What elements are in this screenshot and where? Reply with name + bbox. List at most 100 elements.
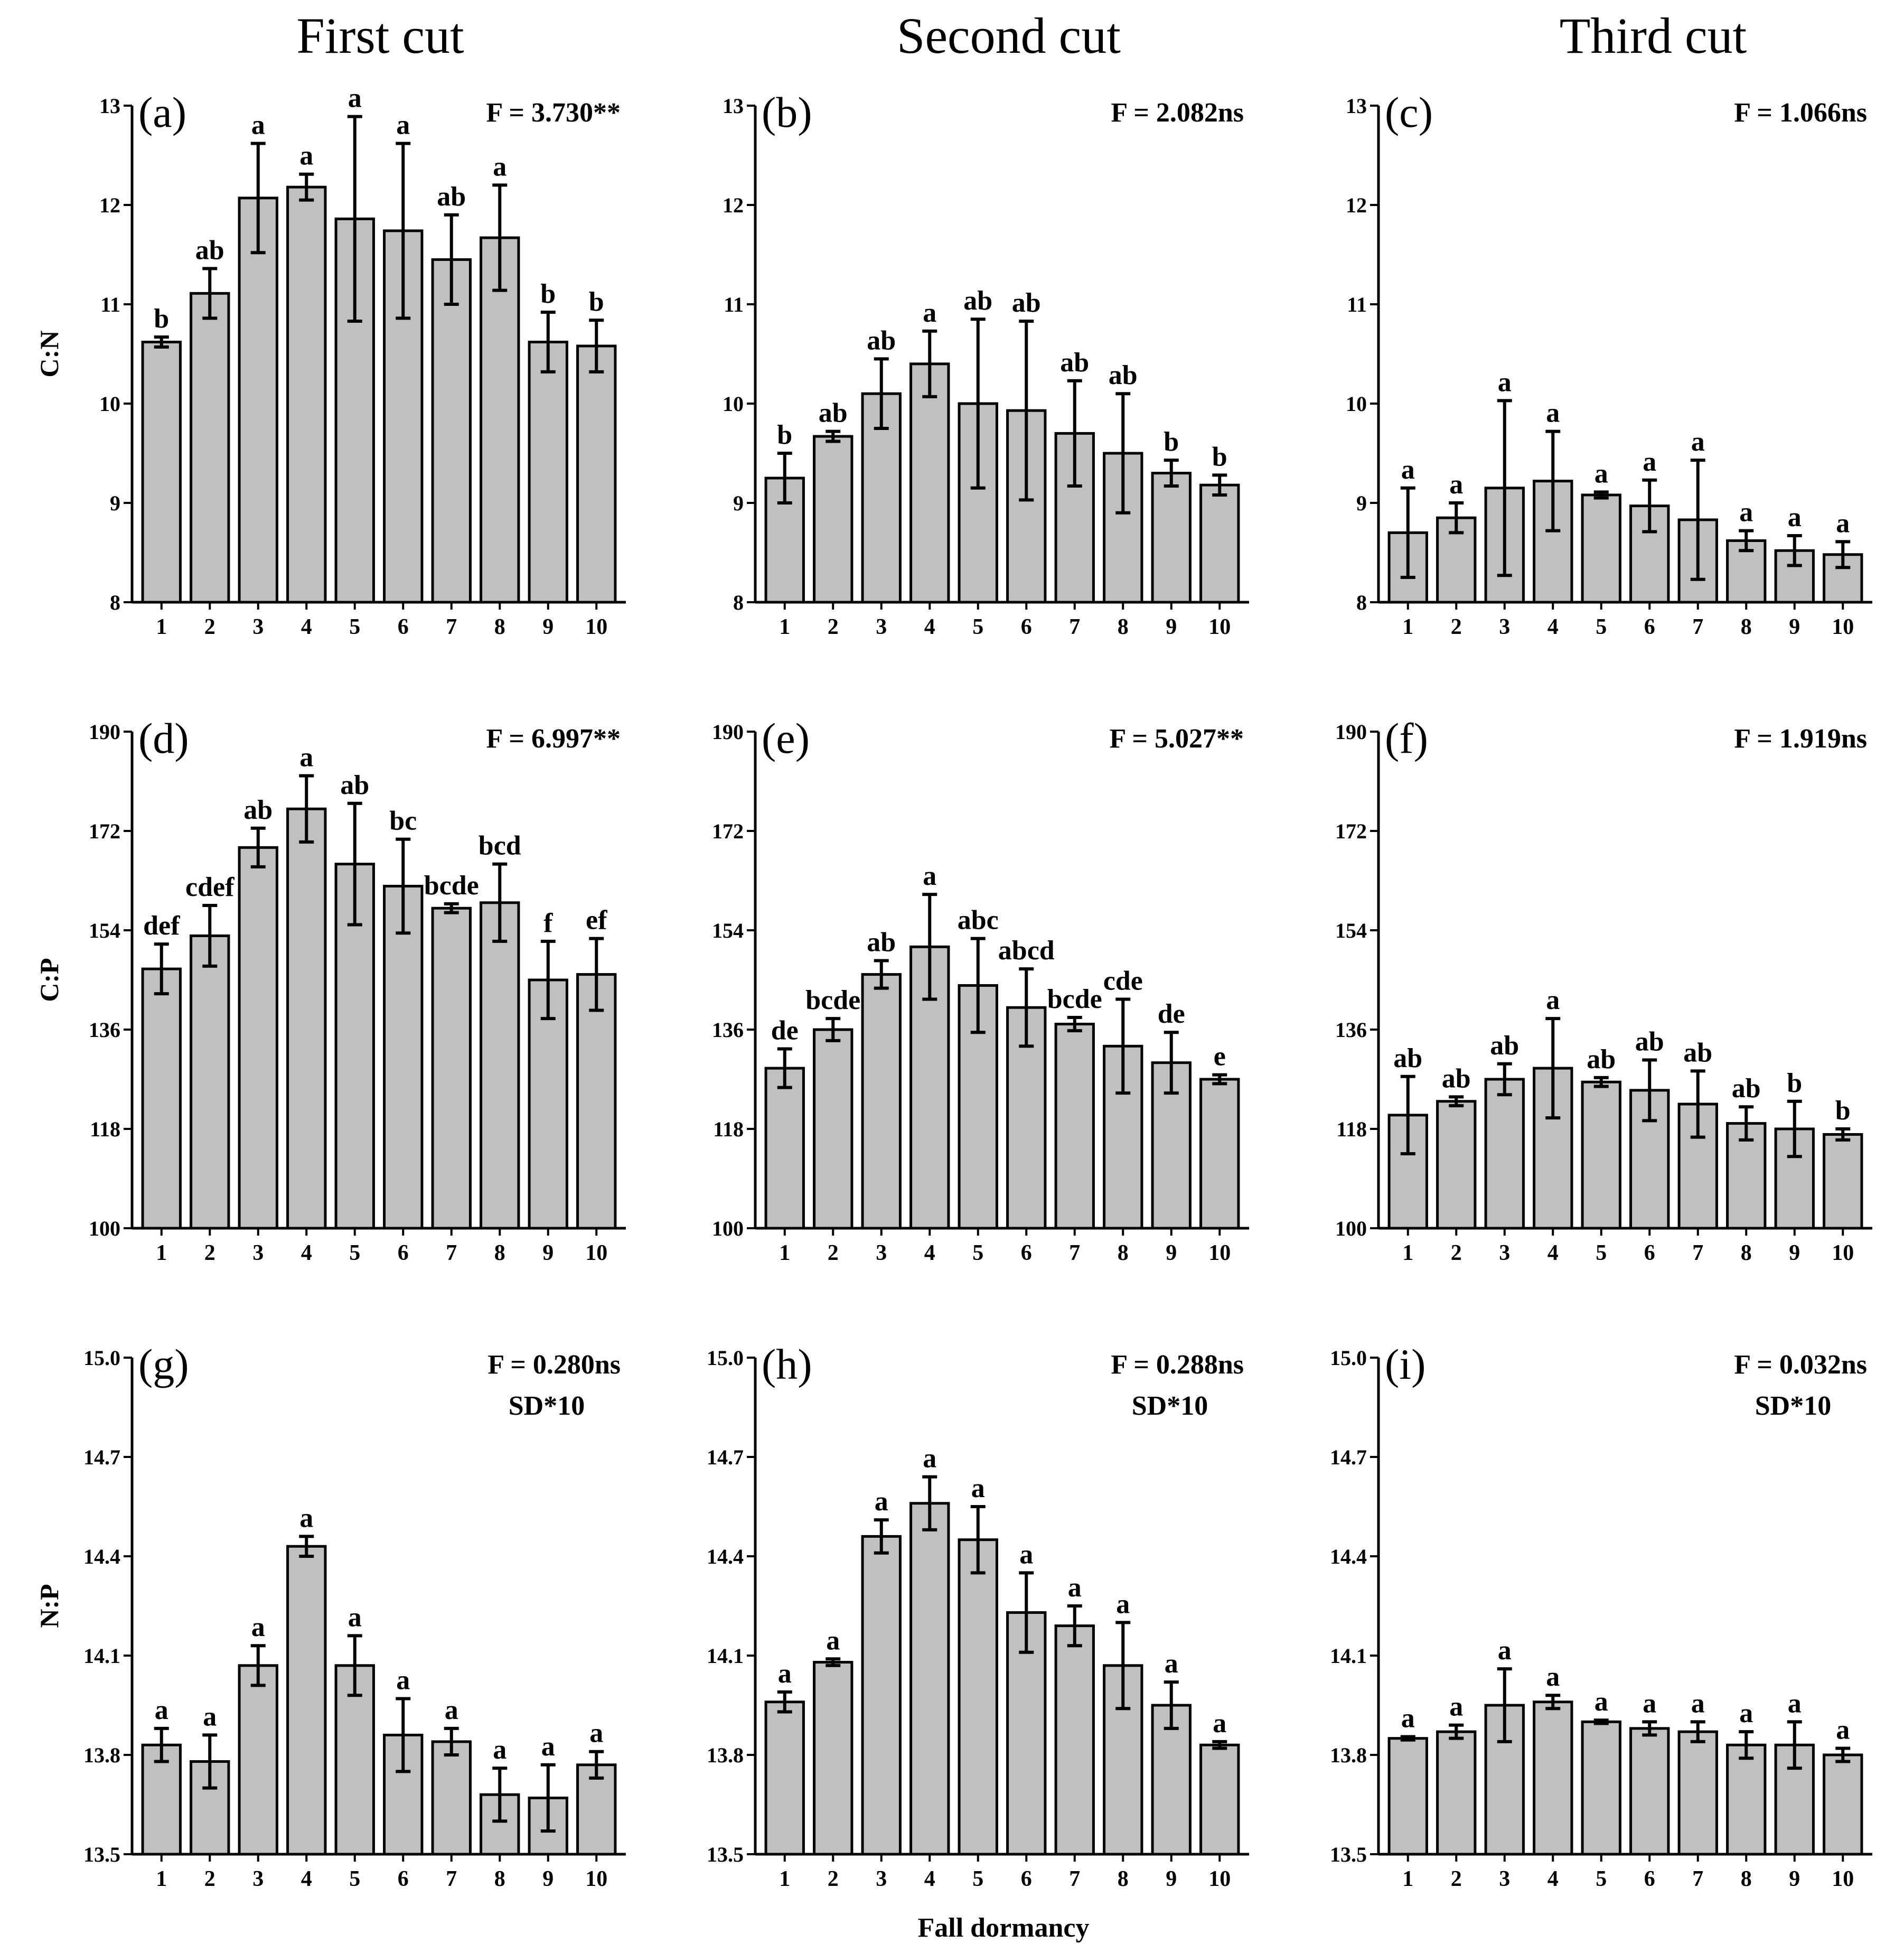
x-axis-title: Fall dormancy	[917, 1913, 1090, 1943]
significance-letter: ab	[1060, 348, 1089, 378]
significance-letter: de	[1158, 999, 1185, 1029]
significance-letter: abcd	[998, 936, 1055, 966]
significance-letter: ab	[1393, 1043, 1422, 1073]
significance-letter: ab	[1635, 1026, 1664, 1057]
significance-letter: a	[875, 1487, 888, 1517]
bar-e-1	[764, 1067, 805, 1230]
x-tick-label: 6	[1021, 615, 1032, 639]
significance-letter: a	[923, 861, 936, 891]
bar-h-5	[958, 1538, 998, 1856]
x-tick-label: 4	[1547, 1867, 1559, 1891]
significance-letter: b	[540, 279, 556, 309]
significance-letter: ab	[1109, 360, 1138, 390]
x-tick-label: 8	[1741, 1867, 1752, 1891]
significance-letter: ab	[1587, 1044, 1616, 1074]
significance-letter: ab	[243, 795, 273, 825]
x-tick-label: 9	[1166, 1867, 1177, 1891]
significance-letter: a	[1019, 1539, 1033, 1569]
x-tick-label: 10	[1832, 615, 1854, 639]
significance-letter: bcde	[805, 985, 860, 1015]
significance-letter: a	[1546, 985, 1560, 1015]
significance-letter: ab	[1442, 1063, 1471, 1094]
x-tick-label: 3	[1499, 1241, 1510, 1265]
significance-letter: b	[777, 420, 792, 450]
y-tick-label: 100	[1335, 1217, 1367, 1240]
f-statistic: F = 5.027**	[1110, 724, 1244, 754]
significance-letter: a	[1068, 1573, 1082, 1603]
bar-d-1	[141, 967, 182, 1230]
bar-g-10	[576, 1763, 617, 1856]
f-statistic: F = 1.066ns	[1734, 98, 1867, 128]
significance-letter: a	[1691, 427, 1705, 457]
x-tick-label: 3	[876, 1241, 887, 1265]
significance-letter: a	[1546, 398, 1560, 428]
y-tick-label: 118	[713, 1117, 744, 1141]
x-tick-label: 8	[1118, 615, 1129, 639]
column-title-third-cut: Third cut	[1559, 7, 1747, 64]
x-tick-label: 7	[446, 615, 457, 639]
x-tick-label: 6	[398, 1241, 409, 1265]
x-tick-label: 7	[1692, 1241, 1703, 1265]
x-tick-label: 9	[542, 1867, 554, 1891]
x-tick-label: 8	[494, 615, 505, 639]
y-tick-label: 154	[89, 919, 120, 942]
x-tick-label: 8	[1741, 615, 1752, 639]
significance-letter: bcd	[479, 831, 521, 861]
significance-letter: ab	[867, 927, 896, 957]
bar-g-7	[431, 1740, 472, 1856]
x-tick-label: 4	[1547, 1241, 1559, 1265]
bar-a-4	[286, 185, 327, 604]
y-tick-label: 8	[110, 591, 120, 614]
bar-a-9	[528, 340, 568, 604]
significance-letter: a	[1498, 367, 1512, 397]
x-tick-label: 7	[446, 1867, 457, 1891]
x-tick-label: 5	[1596, 615, 1607, 639]
significance-letter: ab	[1012, 288, 1041, 318]
y-tick-label: 12	[723, 193, 744, 217]
y-tick-label: 154	[712, 919, 744, 942]
y-tick-label: 8	[1356, 591, 1367, 614]
y-axis-title: C:P	[34, 958, 64, 1002]
bar-d-8	[480, 901, 520, 1230]
significance-letter: ef	[586, 905, 607, 936]
significance-letter: a	[155, 1695, 168, 1725]
y-tick-label: 11	[100, 293, 120, 316]
significance-letter: a	[445, 1695, 458, 1725]
x-tick-label: 5	[349, 1867, 360, 1891]
y-tick-label: 15.0	[1330, 1346, 1367, 1370]
bar-b-10	[1199, 483, 1240, 604]
significance-letter: a	[1401, 1704, 1415, 1734]
significance-letter: cdef	[185, 872, 235, 902]
bar-b-9	[1151, 472, 1192, 604]
significance-letter: a	[923, 298, 936, 328]
significance-letter: a	[1643, 447, 1656, 477]
bar-d-6	[383, 884, 424, 1230]
x-tick-label: 9	[1166, 1241, 1177, 1265]
significance-letter: a	[348, 1602, 362, 1632]
bar-i-6	[1629, 1727, 1670, 1856]
x-tick-label: 2	[828, 1867, 839, 1891]
significance-letter: a	[1498, 1636, 1512, 1666]
significance-letter: ab	[340, 770, 369, 800]
y-tick-label: 172	[712, 819, 744, 843]
x-tick-label: 9	[1789, 1867, 1800, 1891]
significance-letter: a	[1788, 502, 1802, 532]
y-tick-label: 118	[90, 1117, 120, 1141]
x-tick-label: 1	[156, 1867, 167, 1891]
significance-letter: a	[589, 1718, 603, 1749]
bar-a-7	[431, 258, 472, 604]
significance-letter: a	[299, 141, 313, 171]
x-tick-label: 1	[1402, 615, 1413, 639]
significance-letter: a	[1546, 1662, 1560, 1692]
x-tick-label: 6	[1021, 1241, 1032, 1265]
significance-letter: abc	[958, 905, 999, 936]
bar-c-5	[1581, 493, 1621, 604]
bar-i-7	[1677, 1730, 1718, 1856]
y-tick-label: 9	[733, 491, 744, 515]
x-tick-label: 9	[542, 1241, 554, 1265]
x-tick-label: 4	[924, 1241, 935, 1265]
x-tick-label: 1	[156, 615, 167, 639]
significance-letter: a	[1595, 459, 1608, 489]
significance-letter: a	[493, 1735, 507, 1765]
y-tick-label: 14.1	[707, 1644, 744, 1668]
